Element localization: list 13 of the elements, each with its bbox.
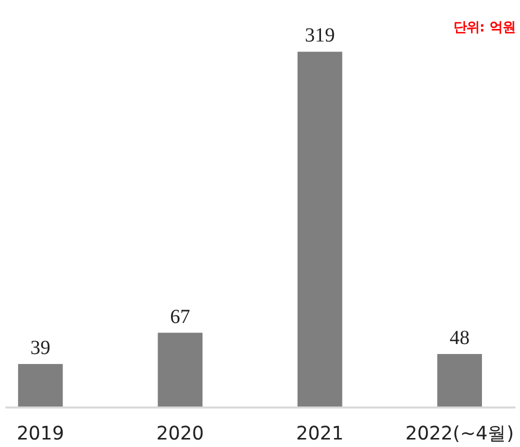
bar	[18, 364, 63, 408]
text: 단위: 억원	[454, 20, 516, 36]
data-label: 67	[170, 306, 190, 328]
x-tick-label: 2019	[16, 424, 64, 444]
bar	[437, 354, 482, 408]
x-tick-label: 2020	[156, 424, 204, 444]
x-tick-label: 2022(~4월)	[405, 424, 514, 444]
bar	[158, 332, 203, 408]
data-label: 39	[30, 337, 50, 360]
data-label: 48	[450, 326, 470, 349]
x-tick-label: 2021	[296, 424, 344, 444]
data-label: 319	[304, 24, 335, 47]
bar	[298, 52, 342, 408]
